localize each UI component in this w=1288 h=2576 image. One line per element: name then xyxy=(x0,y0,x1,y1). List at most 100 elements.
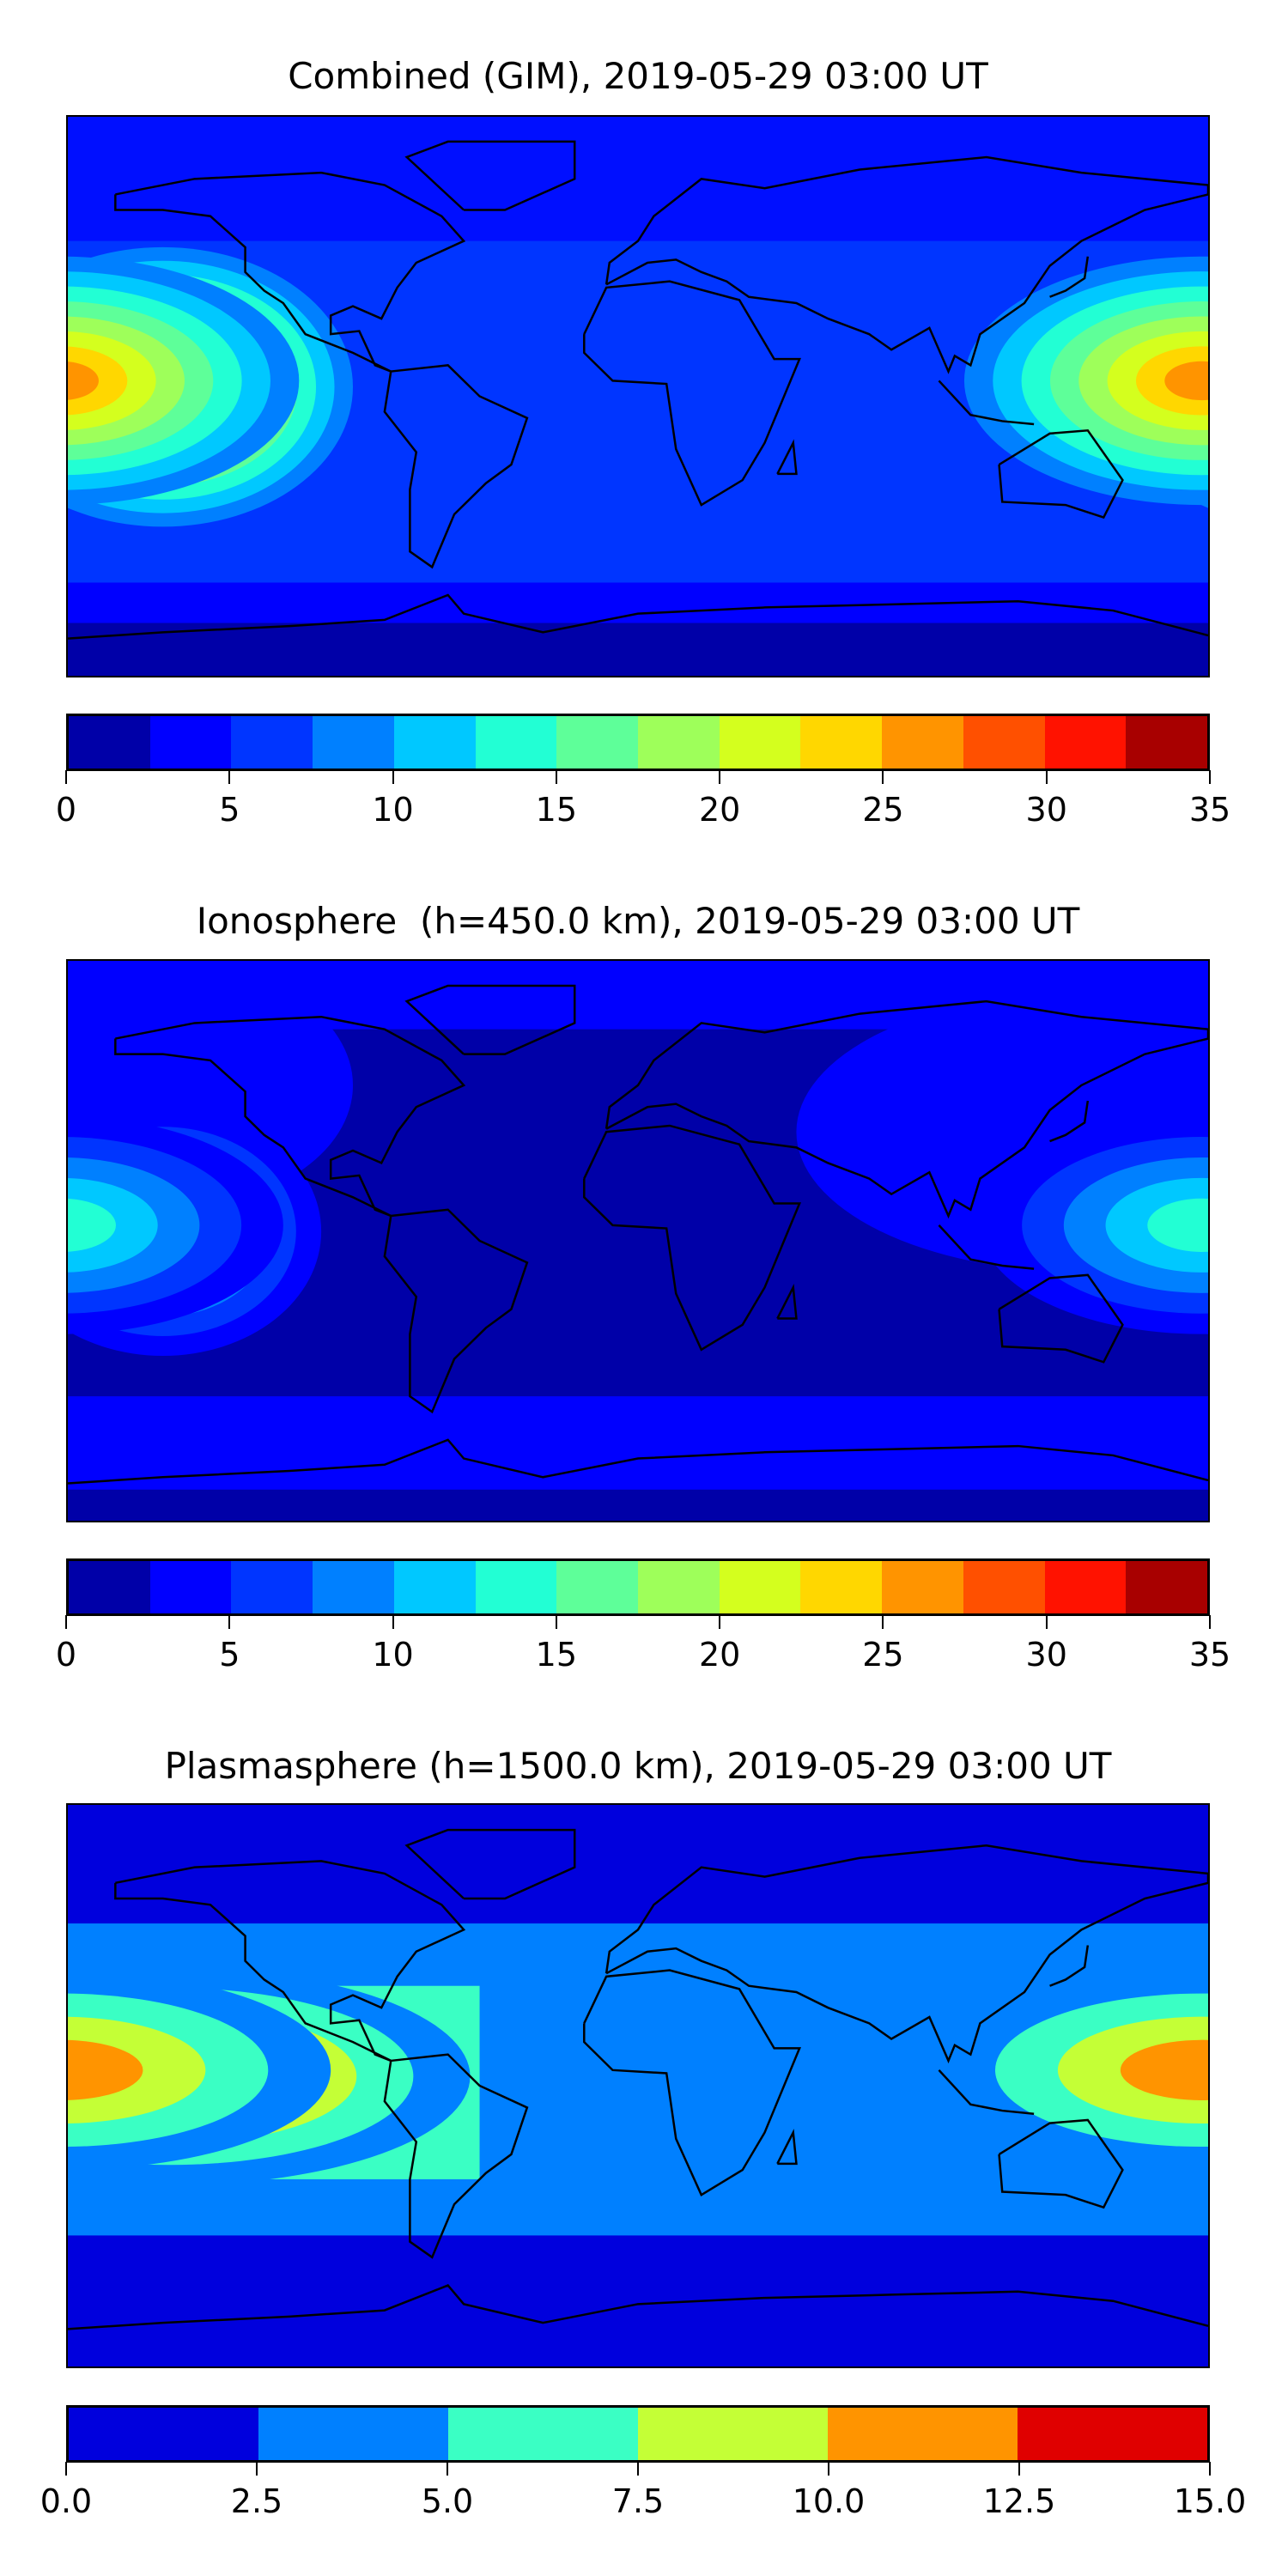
colorbar-segment xyxy=(719,1561,801,1613)
colorbar-tick xyxy=(1045,770,1048,784)
colorbar-tick xyxy=(256,2462,258,2476)
coastline-south-america xyxy=(385,1210,527,1412)
coastline-indonesia xyxy=(939,1225,1034,1269)
panel-3-colorbar-ticks: 0.0 2.5 5.0 7.5 10.0 12.5 15.0 xyxy=(40,2462,1246,2539)
panel-3-map xyxy=(66,1803,1210,2368)
colorbar-tick xyxy=(555,770,557,784)
colorbar-tick-label: 30 xyxy=(1025,1636,1067,1674)
field-band-south xyxy=(68,1396,1208,1490)
coastline-japan xyxy=(1050,1101,1088,1141)
colorbar-tick xyxy=(392,770,394,784)
asia-peak-contour-level-10 xyxy=(1164,361,1208,401)
coastline-greenland xyxy=(407,142,575,210)
colorbar-segment xyxy=(638,1561,720,1613)
colorbar-tick xyxy=(228,770,231,784)
colorbar-tick-label: 10 xyxy=(372,791,414,829)
colorbar-tick xyxy=(1209,2462,1211,2476)
panel-2-field xyxy=(68,961,1208,1521)
colorbar-segment xyxy=(313,1561,394,1613)
asia-peak-contour-level-4 xyxy=(1120,2039,1208,2100)
colorbar-tick xyxy=(65,2462,67,2476)
colorbar-segment xyxy=(69,2408,258,2460)
coastline-africa xyxy=(584,282,799,505)
colorbar-tick xyxy=(719,770,721,784)
colorbar-segment xyxy=(1044,1561,1127,1613)
asia-peak-contour-level-5 xyxy=(1147,1198,1208,1252)
coastline-north-america xyxy=(115,1017,464,1216)
colorbar-tick-label: 25 xyxy=(862,1636,904,1674)
panel-1-field xyxy=(68,117,1208,676)
coastline-antarctica xyxy=(68,2286,1208,2330)
colorbar-segment xyxy=(393,716,476,769)
colorbar-tick xyxy=(555,1615,557,1629)
colorbar-tick-label: 5 xyxy=(219,1636,240,1674)
coastline-africa xyxy=(584,1126,799,1350)
asia-peak-contour-level-10 xyxy=(68,361,99,400)
colorbar-segment xyxy=(800,1561,883,1613)
colorbar-segment xyxy=(448,2408,638,2460)
colorbar-segment xyxy=(638,716,720,769)
panel-3-title: Plasmasphere (h=1500.0 km), 2019-05-29 0… xyxy=(164,1745,1112,1787)
colorbar-segment xyxy=(313,716,394,769)
panel-1-colorbar-ticks: 0 5 10 15 20 25 30 35 xyxy=(56,770,1230,848)
colorbar-tick-label: 2.5 xyxy=(230,2482,283,2520)
colorbar-tick-label: 35 xyxy=(1188,1636,1231,1674)
colorbar-tick xyxy=(1018,2462,1020,2476)
panel-2-colorbar xyxy=(66,1558,1210,1616)
coastline-madagascar xyxy=(777,2133,796,2164)
colorbar-tick-label: 10 xyxy=(372,1636,414,1674)
colorbar-tick xyxy=(637,2462,639,2476)
field-band-north xyxy=(68,117,1208,241)
colorbar-segment xyxy=(475,716,557,769)
coastline-north-america xyxy=(115,173,464,371)
colorbar-tick xyxy=(882,770,884,784)
colorbar-tick-label: 0 xyxy=(55,1636,77,1674)
colorbar-segment xyxy=(1018,2408,1207,2460)
field-band-south-polar xyxy=(68,623,1208,676)
colorbar-segment xyxy=(556,1561,639,1613)
coastline-japan xyxy=(1050,257,1088,297)
colorbar-tick-label: 7.5 xyxy=(611,2482,665,2520)
coastline-eurasia xyxy=(606,1001,1208,1216)
colorbar-segment xyxy=(475,1561,557,1613)
panel-3-colorbar xyxy=(66,2405,1210,2463)
asia-peak-contour-level-5 xyxy=(68,1199,116,1252)
colorbar-segment xyxy=(1126,1561,1208,1613)
colorbar-tick-label: 20 xyxy=(698,791,741,829)
colorbar-segment xyxy=(393,1561,476,1613)
colorbar-segment xyxy=(231,1561,313,1613)
colorbar-tick xyxy=(65,1615,67,1629)
colorbar-segment xyxy=(638,2408,828,2460)
colorbar-tick xyxy=(447,2462,448,2476)
panel-1-map xyxy=(66,115,1210,677)
panel-1-colorbar xyxy=(66,714,1210,771)
panel-2-title: Ionosphere (h=450.0 km), 2019-05-29 03:0… xyxy=(196,900,1080,942)
coastline-australia xyxy=(999,2120,1123,2208)
colorbar-tick xyxy=(392,1615,394,1629)
coastline-south-america xyxy=(385,365,527,567)
colorbar-segment xyxy=(963,716,1045,769)
colorbar-segment xyxy=(882,1561,963,1613)
coastline-greenland xyxy=(407,986,575,1054)
colorbar-segment xyxy=(1126,716,1208,769)
coastline-africa xyxy=(584,1971,799,2196)
panel-1-title: Combined (GIM), 2019-05-29 03:00 UT xyxy=(288,55,988,97)
colorbar-tick-label: 5 xyxy=(219,791,240,829)
colorbar-segment xyxy=(828,2408,1018,2460)
colorbar-segment xyxy=(69,716,150,769)
colorbar-tick-label: 30 xyxy=(1025,791,1067,829)
panel-2-map xyxy=(66,959,1210,1522)
coastline-antarctica xyxy=(68,1440,1208,1484)
colorbar-tick xyxy=(1209,1615,1211,1629)
colorbar-tick-label: 5.0 xyxy=(421,2482,474,2520)
colorbar-tick-label: 12.5 xyxy=(982,2482,1056,2520)
colorbar-segment xyxy=(149,1561,232,1613)
colorbar-segment xyxy=(719,716,801,769)
colorbar-tick-label: 0.0 xyxy=(39,2482,93,2520)
coastline-eurasia xyxy=(606,1845,1208,2061)
colorbar-segment xyxy=(231,716,313,769)
coastline-japan xyxy=(1050,1946,1088,1986)
colorbar-tick xyxy=(228,1615,231,1629)
colorbar-segment xyxy=(69,1561,150,1613)
colorbar-tick-label: 10.0 xyxy=(792,2482,866,2520)
